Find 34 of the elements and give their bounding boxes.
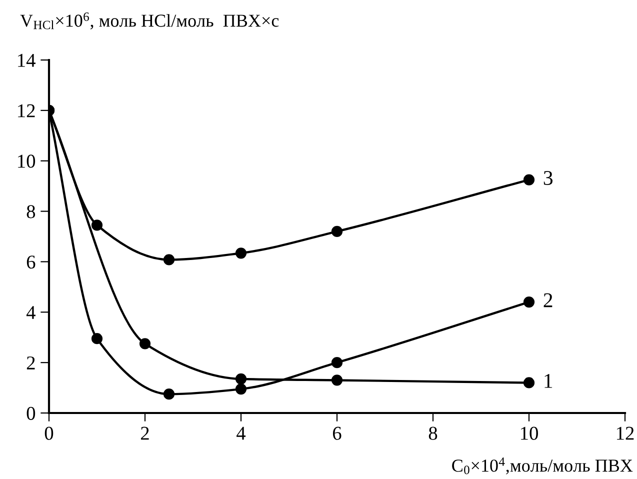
x-tick-label: 0 [44, 426, 54, 440]
point [235, 248, 247, 259]
x-tick-label: 2 [140, 426, 149, 440]
x-tick-label: 10 [520, 426, 538, 440]
point [523, 377, 535, 388]
point [235, 383, 247, 395]
y-tick-label: 12 [18, 104, 35, 118]
x-tick-label: 12 [616, 426, 634, 440]
y-tick-label: 6 [26, 256, 36, 269]
y-tick-label: 4 [26, 306, 36, 319]
x-tick-label: 6 [332, 426, 342, 440]
series-label: 1 [544, 374, 552, 388]
y-tick-label: 8 [26, 205, 36, 218]
point [91, 333, 103, 344]
y-axis-title: V$_{HCl}$×10$^{6}$, моль HCl/моль ПВХ×с [20, 12, 279, 30]
x-axis-title: C$_{0}$×10$^{4}$,моль/моль ПВХ [452, 457, 633, 474]
point [139, 338, 151, 350]
y-tick-label: 2 [26, 356, 35, 370]
point [235, 373, 247, 385]
point [163, 388, 175, 400]
point [163, 254, 175, 266]
point [523, 174, 535, 186]
y-tick-label: 14 [18, 54, 36, 67]
x-tick-label: 4 [236, 426, 246, 440]
x-tick-label: 8 [428, 426, 438, 440]
series-label: 3 [544, 170, 552, 185]
point [91, 220, 103, 231]
point [523, 296, 535, 308]
y-tick-label: 0 [26, 406, 36, 420]
series-label: 2 [544, 293, 552, 308]
y-tick-label: 10 [18, 154, 36, 168]
point [331, 357, 343, 368]
point [331, 226, 343, 238]
point [331, 374, 343, 386]
